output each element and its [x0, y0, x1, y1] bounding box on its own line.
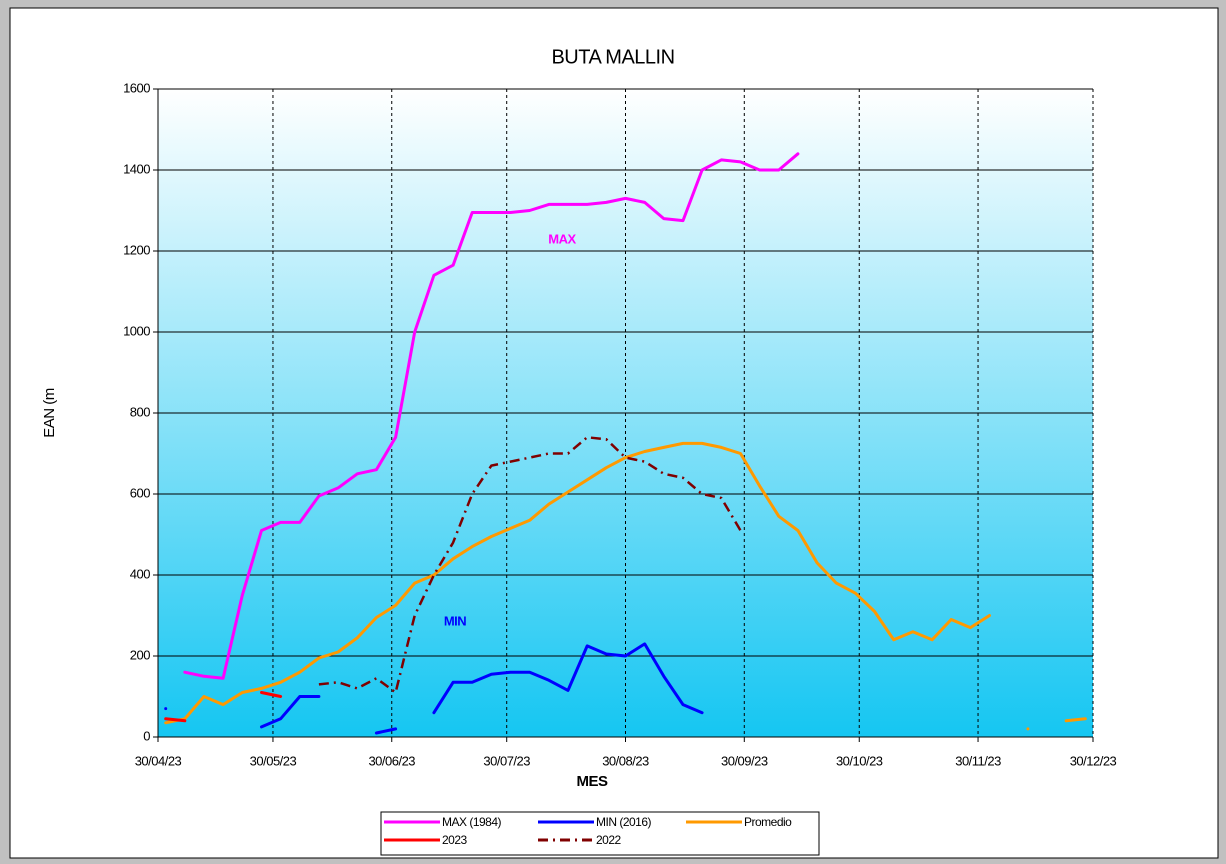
y-tick-label: 200: [130, 647, 150, 662]
series-line: [183, 152, 800, 680]
legend-label: MAX (1984): [442, 815, 502, 829]
x-tick-label: 30/05/23: [250, 753, 297, 768]
legend-label: 2022: [596, 833, 622, 847]
y-tick-label: 600: [130, 485, 150, 500]
x-axis-label: MES: [576, 773, 608, 790]
series-line: [164, 441, 1087, 731]
y-axis-label: EAN (m: [41, 388, 58, 438]
y-tick-label: 400: [130, 566, 150, 581]
annotation: MIN: [444, 613, 466, 628]
x-tick-label: 30/04/23: [135, 753, 182, 768]
legend-label: MIN (2016): [596, 815, 652, 829]
x-tick-label: 30/08/23: [602, 753, 649, 768]
series-line: [164, 642, 704, 735]
legend-label: 2023: [442, 833, 468, 847]
legend-label: Promedio: [744, 815, 792, 829]
x-tick-label: 30/06/23: [368, 753, 415, 768]
y-tick-label: 1200: [123, 242, 150, 257]
x-tick-label: 30/11/23: [955, 753, 1001, 768]
series-line: [318, 436, 742, 694]
series-line: [164, 691, 283, 723]
y-tick-label: 1400: [123, 161, 150, 176]
y-tick-label: 1600: [123, 80, 150, 95]
x-tick-label: 30/12/23: [1070, 753, 1117, 768]
y-tick-label: 1000: [123, 323, 150, 338]
y-tick-label: 0: [143, 728, 150, 743]
x-tick-label: 30/10/23: [836, 753, 883, 768]
chart-title: BUTA MALLIN: [551, 46, 674, 68]
annotation: MAX: [548, 231, 576, 246]
x-tick-label: 30/09/23: [721, 753, 768, 768]
x-tick-label: 30/07/23: [483, 753, 530, 768]
y-tick-label: 800: [130, 404, 150, 419]
legend: [380, 811, 820, 856]
